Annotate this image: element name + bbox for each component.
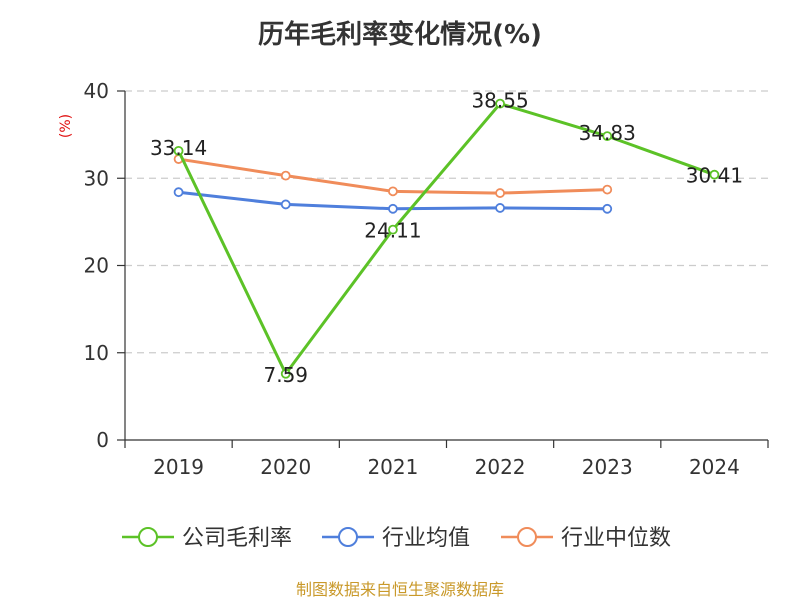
- axes: [117, 90, 769, 448]
- data-label: 7.59: [263, 363, 308, 387]
- data-point: [495, 98, 505, 109]
- series-line-1: [177, 102, 715, 376]
- legend-marker-3: [517, 527, 537, 547]
- legend-marker-1: [138, 527, 158, 547]
- data-point: [602, 131, 613, 142]
- data-label: 38.55: [471, 89, 528, 113]
- y-tick-label: 30: [84, 166, 109, 190]
- y-tick-label: 40: [84, 79, 109, 103]
- y-tick-label: 10: [84, 341, 109, 365]
- data-point: [173, 187, 184, 198]
- x-tick-label: 2019: [153, 455, 204, 479]
- legend-marker-2: [338, 527, 358, 547]
- data-labels: 33.14 7.59 24.11 38.55 34.83 30.41: [150, 89, 743, 387]
- data-point: [173, 145, 184, 156]
- data-label: 33.14: [150, 136, 207, 160]
- data-label: 34.83: [579, 121, 636, 145]
- x-tick-labels: 2019 2020 2021 2022 2023 2024: [153, 455, 740, 479]
- data-point: [709, 169, 720, 180]
- y-axis-label: (%): [58, 114, 74, 138]
- x-tick-label: 2024: [689, 455, 740, 479]
- x-tick-label: 2023: [582, 455, 633, 479]
- grid-lines: [125, 90, 768, 354]
- x-tick-label: 2021: [367, 455, 418, 479]
- legend-label-3: 行业中位数: [561, 526, 671, 551]
- chart-title: 历年毛利率变化情况(%): [258, 20, 542, 50]
- x-tick-label: 2022: [475, 455, 526, 479]
- data-point: [388, 224, 398, 235]
- data-point: [280, 199, 291, 210]
- data-point: [602, 203, 613, 214]
- data-point: [602, 184, 613, 195]
- data-point: [388, 186, 398, 197]
- source-footer: 制图数据来自恒生聚源数据库: [295, 580, 504, 599]
- data-point: [495, 188, 505, 198]
- data-point: [280, 368, 291, 379]
- y-tick-labels: 0 10 20 30 40: [84, 79, 109, 452]
- legend: 公司毛利率 行业均值 行业中位数: [122, 526, 671, 551]
- y-tick-label: 0: [96, 428, 109, 452]
- data-point: [495, 203, 505, 213]
- legend-label-1: 公司毛利率: [182, 526, 292, 551]
- x-tick-label: 2020: [260, 455, 311, 479]
- data-label: 30.41: [686, 164, 743, 188]
- data-point: [388, 203, 398, 214]
- data-point: [280, 170, 291, 181]
- series-lines: [173, 98, 720, 379]
- y-tick-label: 20: [84, 254, 109, 278]
- legend-label-2: 行业均值: [382, 526, 470, 551]
- data-label: 24.11: [364, 219, 421, 243]
